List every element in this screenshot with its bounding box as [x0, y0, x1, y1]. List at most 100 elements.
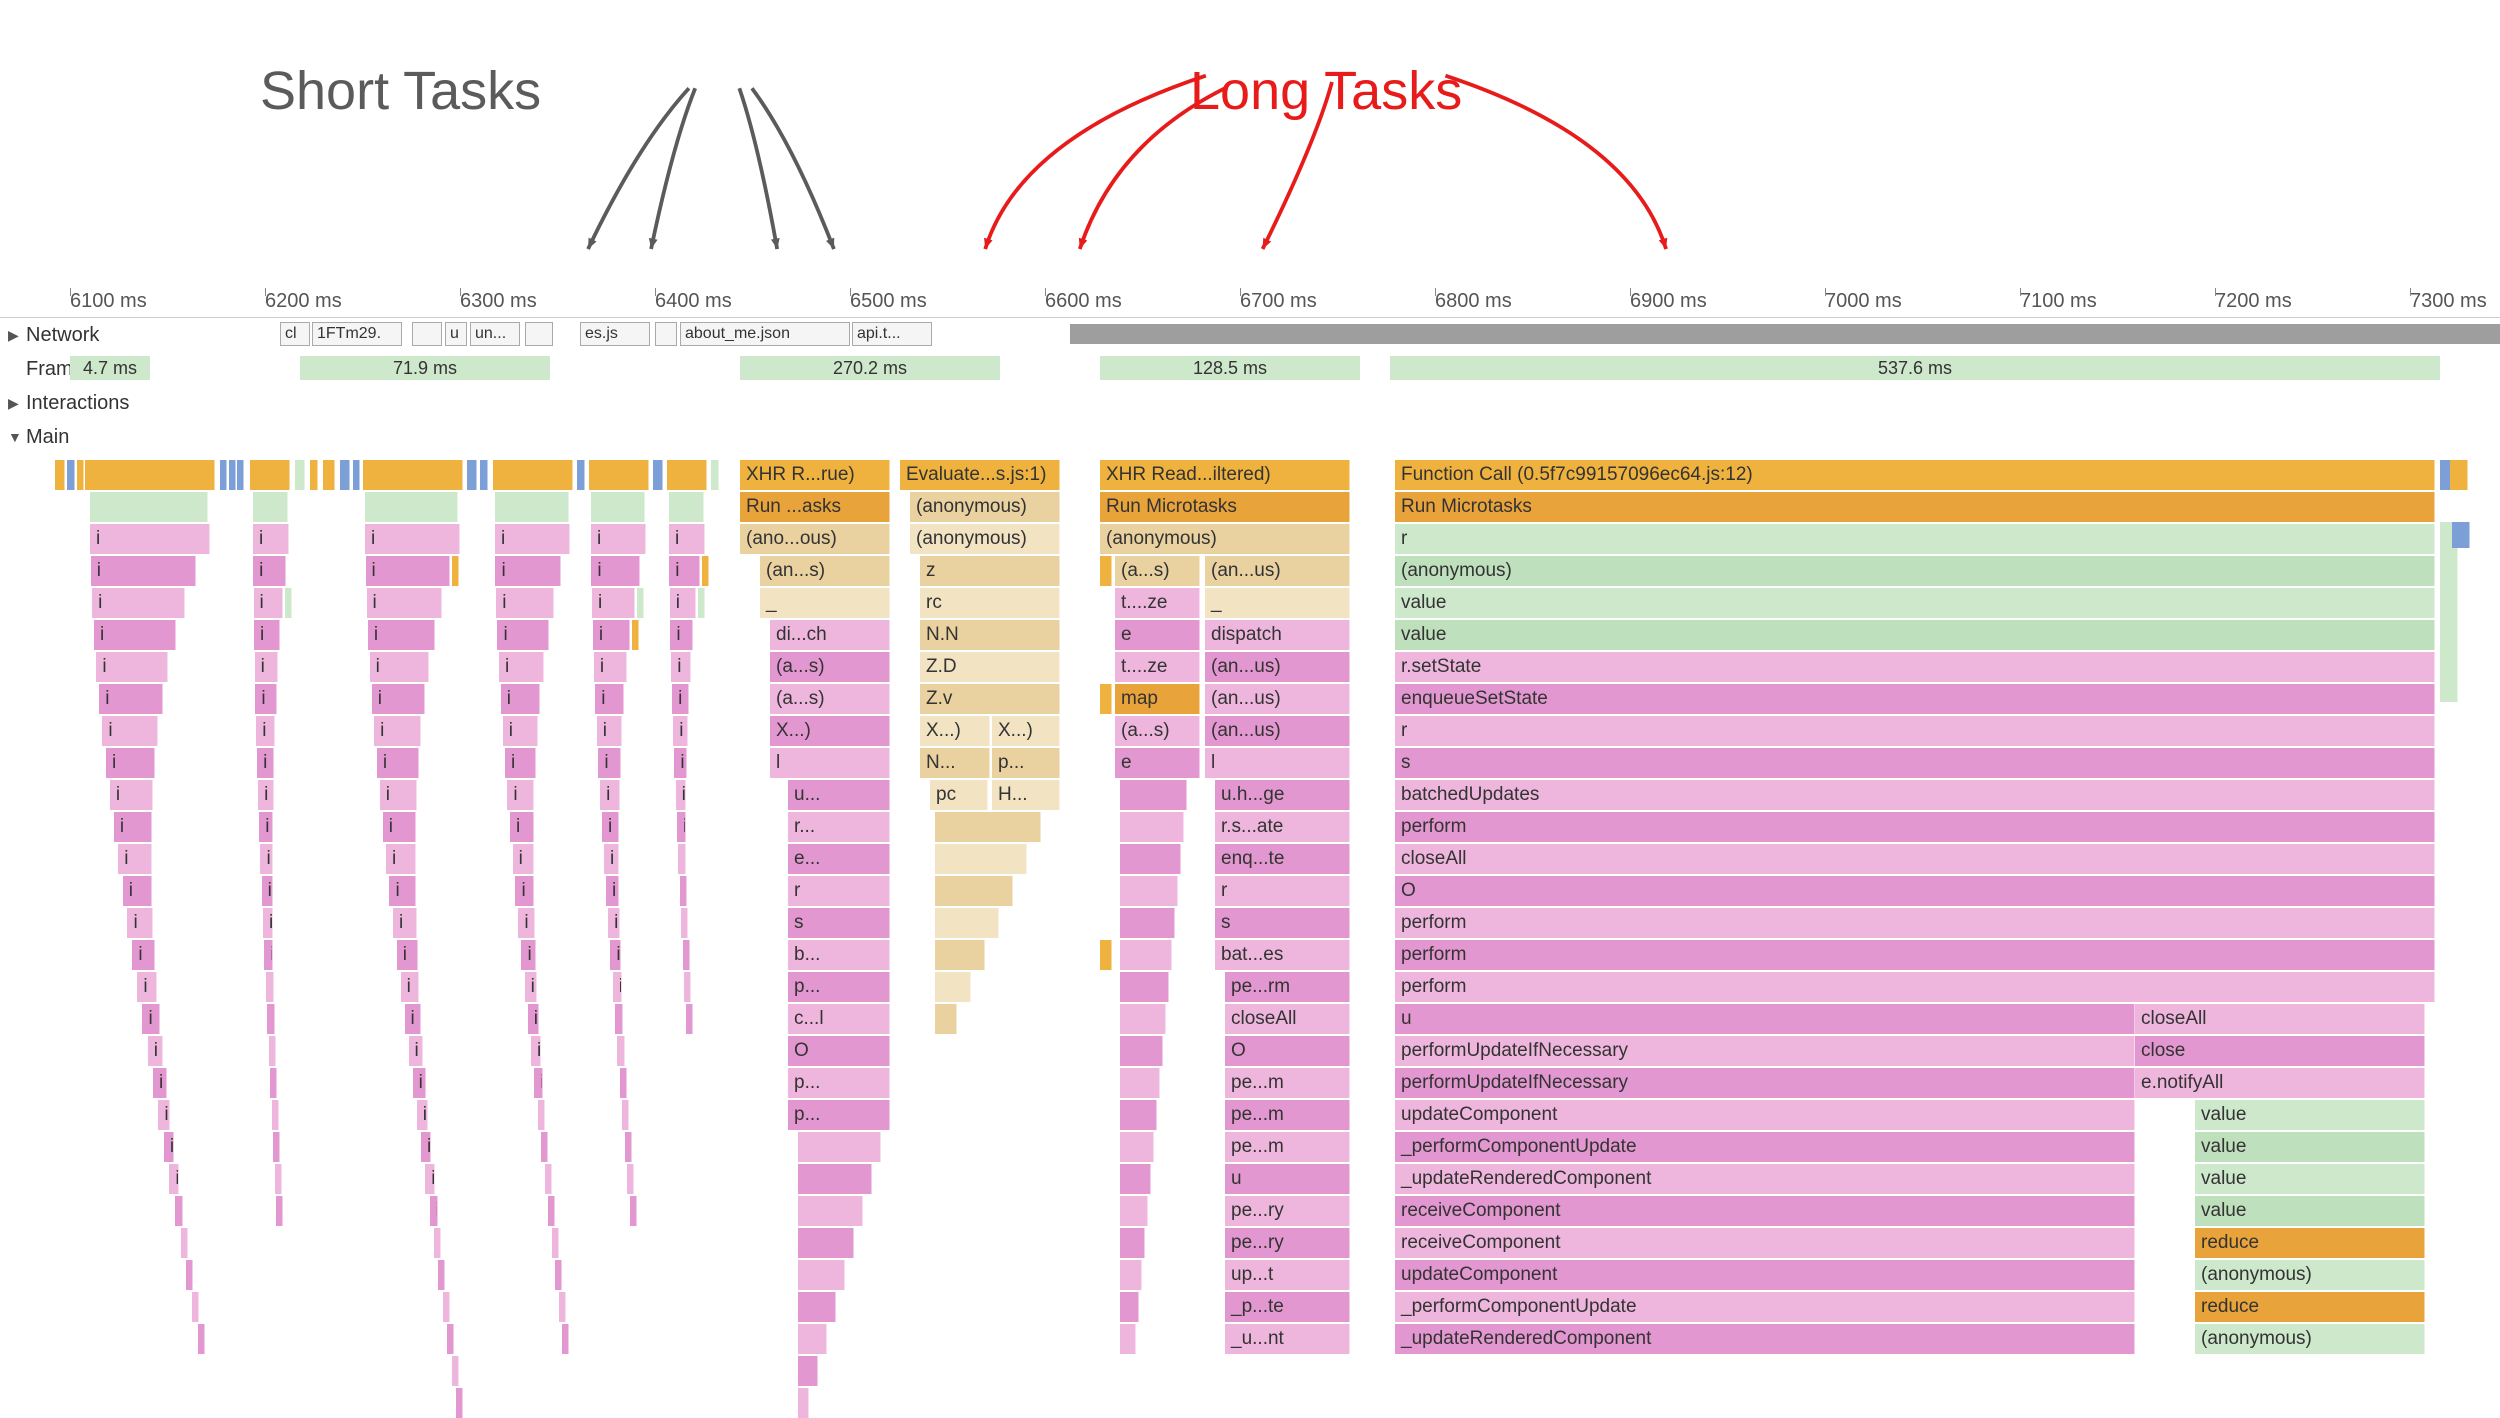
flame-cell[interactable]: i	[262, 876, 273, 906]
flame-cell[interactable]	[935, 940, 985, 970]
flame-cell[interactable]	[1120, 1292, 1139, 1322]
flame-cell[interactable]: i	[153, 1068, 167, 1098]
flame-cell[interactable]: value	[2195, 1196, 2425, 1226]
flame-cell[interactable]	[90, 492, 208, 522]
flame-cell[interactable]	[589, 460, 649, 490]
flame-cell[interactable]	[669, 492, 704, 522]
flame-cell[interactable]: Run Microtasks	[1100, 492, 1350, 522]
flame-cell[interactable]	[253, 492, 288, 522]
flame-cell[interactable]: i	[417, 1100, 429, 1130]
flame-cell[interactable]: i	[421, 1132, 431, 1162]
flame-cell[interactable]: i	[186, 1260, 193, 1290]
flame-cell[interactable]	[237, 460, 244, 490]
flame-cell[interactable]: N...	[920, 748, 990, 778]
flame-cell[interactable]: s	[1395, 748, 2435, 778]
flame-cell[interactable]: i	[503, 716, 538, 746]
flame-cell[interactable]	[229, 460, 236, 490]
flame-cell[interactable]: i	[370, 652, 430, 682]
flame-cell[interactable]: e	[1115, 620, 1200, 650]
flame-cell[interactable]	[1120, 1196, 1148, 1226]
flame-cell[interactable]: Evaluate...s.js:1)	[900, 460, 1060, 490]
flame-cell[interactable]: i	[275, 1164, 282, 1194]
flame-cell[interactable]: i	[438, 1260, 445, 1290]
flame-cell[interactable]: i	[617, 1036, 624, 1066]
flame-cell[interactable]: r.setState	[1395, 652, 2435, 682]
network-request[interactable]: u	[445, 322, 467, 346]
flame-cell[interactable]: t....ze	[1115, 652, 1200, 682]
flame-cell[interactable]	[935, 908, 999, 938]
flame-cell[interactable]: _	[1205, 588, 1350, 618]
frames-body[interactable]: 4.7 ms71.9 ms270.2 ms128.5 ms537.6 ms	[180, 354, 2500, 384]
flame-cell[interactable]: i	[102, 716, 158, 746]
flame-cell[interactable]: i	[677, 812, 686, 842]
flame-cell[interactable]: i	[169, 1164, 178, 1194]
flame-cell[interactable]	[295, 460, 305, 490]
flame-cell[interactable]: _updateRenderedComponent	[1395, 1164, 2135, 1194]
flame-cell[interactable]: r	[1215, 876, 1350, 906]
flame-cell[interactable]: i	[620, 1068, 627, 1098]
flame-cell[interactable]: e.notifyAll	[2135, 1068, 2425, 1098]
frame-item[interactable]: 128.5 ms	[1100, 356, 1360, 380]
flame-cell[interactable]: (a...s)	[1115, 716, 1200, 746]
flame-cell[interactable]	[467, 460, 477, 490]
flame-cell[interactable]: i	[272, 1100, 279, 1130]
flame-cell[interactable]: i	[266, 972, 274, 1002]
flame-cell[interactable]: i	[521, 940, 535, 970]
flame-cell[interactable]: i	[269, 1036, 276, 1066]
flame-cell[interactable]: i	[254, 588, 283, 618]
flame-cell[interactable]	[67, 460, 75, 490]
flame-cell[interactable]: i	[683, 940, 690, 970]
flame-cell[interactable]: perform	[1395, 908, 2435, 938]
flame-cell[interactable]: performUpdateIfNecessary	[1395, 1068, 2135, 1098]
flame-cell[interactable]	[798, 1196, 863, 1226]
flame-cell[interactable]: e...	[788, 844, 890, 874]
flame-cell[interactable]: i	[393, 908, 416, 938]
flame-cell[interactable]: i	[256, 716, 275, 746]
flame-cell[interactable]	[1100, 684, 1112, 714]
flame-cell[interactable]: reduce	[2195, 1228, 2425, 1258]
flame-cell[interactable]	[365, 492, 458, 522]
flame-cell[interactable]: pe...rm	[1225, 972, 1350, 1002]
flame-cell[interactable]	[1120, 1036, 1163, 1066]
flame-cell[interactable]: (anonymous)	[910, 524, 1060, 554]
flame-cell[interactable]: i	[94, 620, 176, 650]
frame-item[interactable]: 270.2 ms	[740, 356, 1000, 380]
flame-cell[interactable]: X...)	[770, 716, 890, 746]
flame-cell[interactable]: _	[760, 588, 890, 618]
flame-cell[interactable]: updateComponent	[1395, 1260, 2135, 1290]
flame-cell[interactable]	[353, 460, 360, 490]
flame-cell[interactable]: r	[1395, 524, 2435, 554]
flame-cell[interactable]	[798, 1324, 827, 1354]
flame-cell[interactable]: i	[495, 524, 570, 554]
flame-cell[interactable]	[711, 460, 719, 490]
interactions-body[interactable]	[180, 388, 2500, 418]
flame-cell[interactable]: s	[1215, 908, 1350, 938]
flame-cell[interactable]: i	[259, 812, 273, 842]
network-request[interactable]: es.js	[580, 322, 650, 346]
flame-cell[interactable]: i	[430, 1196, 438, 1226]
flame-cell[interactable]: Function Call (0.5f7c99157096ec64.js:12)	[1395, 460, 2435, 490]
flame-cell[interactable]: rc	[920, 588, 1060, 618]
flame-cell[interactable]: r...	[788, 812, 890, 842]
flame-cell[interactable]	[935, 972, 971, 1002]
flame-cell[interactable]: N.N	[920, 620, 1060, 650]
flame-cell[interactable]: Z.D	[920, 652, 1060, 682]
flame-cell[interactable]: i	[630, 1196, 637, 1226]
flame-cell[interactable]: i	[545, 1164, 552, 1194]
main-body-header[interactable]	[180, 422, 2500, 452]
flame-cell[interactable]: i	[591, 556, 639, 586]
flame-cell[interactable]: _updateRenderedComponent	[1395, 1324, 2135, 1354]
flame-cell[interactable]: u.h...ge	[1215, 780, 1350, 810]
flame-cell[interactable]: i	[673, 716, 688, 746]
flame-cell[interactable]	[1100, 556, 1112, 586]
flame-cell[interactable]: t....ze	[1115, 588, 1200, 618]
frame-item[interactable]: 537.6 ms	[1390, 356, 2440, 380]
flame-cell[interactable]: i	[96, 652, 168, 682]
flame-cell[interactable]: i	[600, 780, 620, 810]
flame-cell[interactable]: s	[788, 908, 890, 938]
flame-cell[interactable]: up...t	[1225, 1260, 1350, 1290]
flame-cell[interactable]	[653, 460, 663, 490]
flame-cell[interactable]: enq...te	[1215, 844, 1350, 874]
flame-cell[interactable]: i	[374, 716, 421, 746]
flame-cell[interactable]: perform	[1395, 940, 2435, 970]
